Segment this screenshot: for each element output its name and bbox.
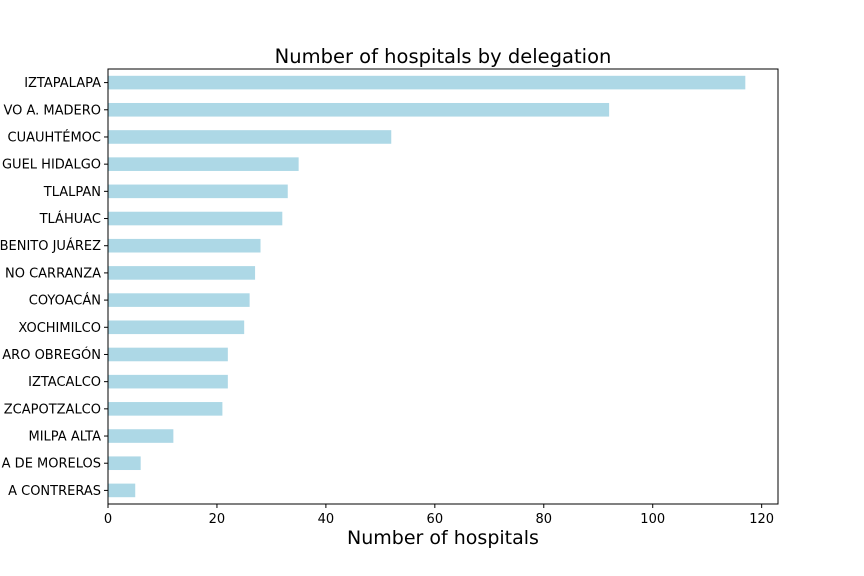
y-tick-label: TLALPAN <box>43 185 101 200</box>
x-tick-label: 100 <box>640 512 665 527</box>
y-tick-label: ZCAPOTZALCO <box>4 402 101 417</box>
y-tick-label: A CONTRERAS <box>8 484 101 499</box>
bar <box>108 320 245 335</box>
x-tick-label: 80 <box>535 512 552 527</box>
y-tick-label: GUEL HIDALGO <box>2 158 101 173</box>
bar <box>108 238 261 253</box>
chart-title: Number of hospitals by delegation <box>275 45 612 68</box>
y-tick-label: IZTAPALAPA <box>24 76 101 91</box>
bar <box>108 75 746 90</box>
bar <box>108 429 174 443</box>
plot-frame <box>107 68 779 505</box>
x-axis: 0 20 40 60 80 100 120 <box>104 504 774 527</box>
bar <box>108 456 141 471</box>
x-tick-label: 40 <box>318 512 335 527</box>
x-tick-label: 120 <box>749 512 774 527</box>
bar <box>108 102 610 117</box>
y-tick-label: TLÁHUAC <box>39 211 101 227</box>
bar <box>108 184 288 199</box>
y-tick-label: VO A. MADERO <box>3 103 101 118</box>
y-tick-label: A DE MORELOS <box>2 457 101 472</box>
bar <box>108 211 283 226</box>
y-tick-label: BENITO JUÁREZ <box>0 238 101 254</box>
y-tick-label: MILPA ALTA <box>29 430 102 445</box>
y-tick-label: XOCHIMILCO <box>18 321 101 336</box>
y-axis: IZTAPALAPA VO A. MADERO CUAUHTÉMOC GUEL HID… <box>0 76 108 499</box>
bar <box>108 130 392 144</box>
x-tick-label: 60 <box>427 512 444 527</box>
bar <box>108 483 136 498</box>
bar <box>108 374 228 389</box>
y-tick-label: IZTACALCO <box>28 375 101 390</box>
bar <box>108 293 250 307</box>
y-tick-label: ARO OBREGÓN <box>2 347 101 363</box>
bar <box>108 347 228 362</box>
bar <box>108 157 299 171</box>
bar <box>108 402 223 416</box>
x-axis-label: Number of hospitals <box>347 527 539 549</box>
x-tick-label: 0 <box>104 512 112 527</box>
x-tick-label: 20 <box>209 512 226 527</box>
y-tick-label: CUAUHTÉMOC <box>8 129 101 145</box>
bars-group <box>108 75 746 498</box>
y-tick-label: COYOACÁN <box>29 293 101 309</box>
y-tick-label: NO CARRANZA <box>5 266 101 281</box>
bar <box>108 266 256 280</box>
